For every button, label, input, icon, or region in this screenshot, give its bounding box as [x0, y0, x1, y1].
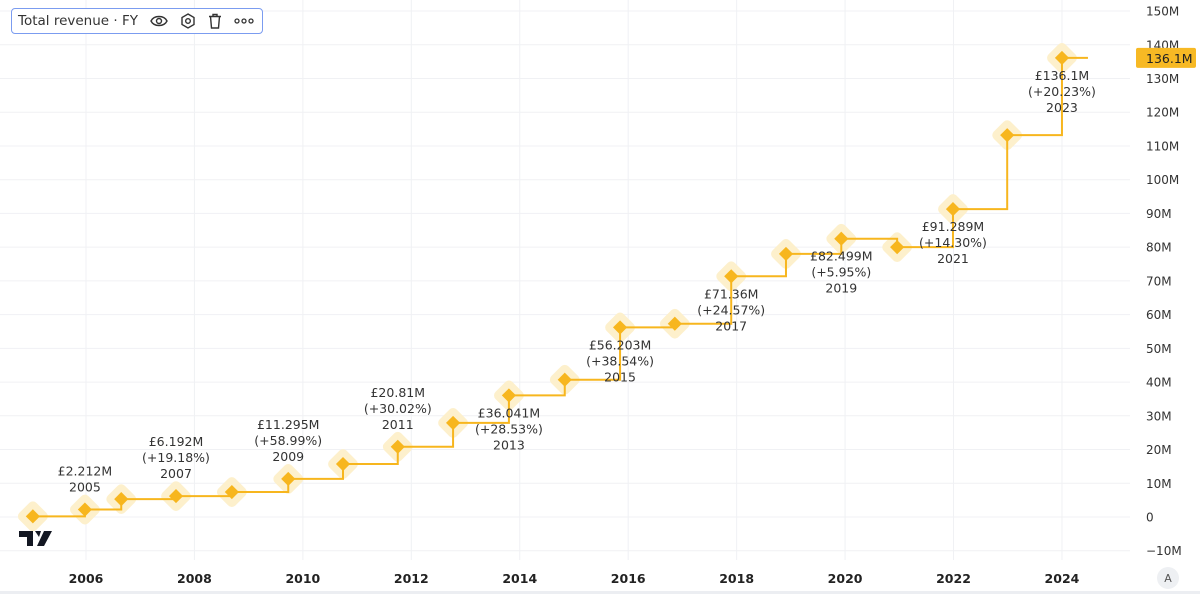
data-label-value: £36.041M — [478, 405, 540, 420]
x-tick-label: 2022 — [936, 571, 971, 586]
settings-icon[interactable] — [180, 13, 196, 29]
data-point — [114, 492, 129, 507]
data-label-value: £20.81M — [370, 385, 425, 400]
data-label-value: £82.499M — [810, 249, 872, 264]
data-point — [834, 231, 849, 246]
y-tick-label: 150M — [1146, 5, 1179, 19]
data-label-change: (+19.18%) — [142, 450, 210, 465]
auto-scale-button[interactable]: A — [1157, 567, 1179, 589]
data-label-value: £11.295M — [257, 417, 319, 432]
data-point — [778, 246, 794, 261]
eye-icon[interactable] — [150, 14, 168, 28]
data-label-year: 2009 — [272, 449, 304, 464]
data-point — [557, 372, 572, 387]
data-point — [1054, 50, 1070, 66]
data-label-year: 2023 — [1046, 100, 1078, 115]
x-tick-label: 2014 — [502, 571, 537, 586]
data-label-change: (+28.53%) — [475, 421, 543, 436]
x-tick-label: 2008 — [177, 571, 212, 586]
data-point — [281, 471, 296, 486]
data-label-year: 2017 — [715, 318, 747, 333]
data-label-year: 2021 — [937, 251, 969, 266]
y-tick-label: 120M — [1146, 106, 1179, 120]
data-label-change: (+58.99%) — [254, 433, 322, 448]
y-tick-label: 60M — [1146, 308, 1172, 322]
data-label-year: 2007 — [160, 466, 192, 481]
trash-icon[interactable] — [208, 13, 222, 29]
x-tick-label: 2018 — [719, 571, 754, 586]
data-label-value: £56.203M — [589, 337, 651, 352]
x-tick-label: 2024 — [1045, 571, 1080, 586]
x-tick-label: 2006 — [69, 571, 104, 586]
y-tick-label: 50M — [1146, 342, 1172, 356]
y-tick-label: 20M — [1146, 443, 1172, 457]
data-point — [335, 456, 351, 472]
revenue-step-line — [32, 56, 1088, 518]
data-label-change: (+20.23%) — [1028, 84, 1096, 99]
data-point — [667, 316, 682, 331]
data-label-value: £6.192M — [149, 434, 204, 449]
y-tick-label: −10M — [1146, 544, 1182, 558]
y-tick-label: 100M — [1146, 173, 1179, 187]
data-label-change: (+38.54%) — [586, 353, 654, 368]
tradingview-logo-icon — [19, 531, 52, 546]
legend-title: Total revenue · FY — [18, 13, 138, 29]
data-point — [168, 489, 184, 504]
data-point — [890, 240, 905, 255]
x-tick-label: 2016 — [611, 571, 646, 586]
data-label-year: 2011 — [382, 417, 414, 432]
data-label-change: (+24.57%) — [697, 302, 765, 317]
data-point — [724, 269, 739, 284]
data-label-value: £71.36M — [704, 286, 759, 301]
y-tick-label: 110M — [1146, 139, 1179, 153]
data-point — [390, 439, 405, 454]
more-icon[interactable] — [234, 17, 254, 25]
bottom-border — [0, 591, 1200, 594]
y-tick-label: 130M — [1146, 72, 1179, 86]
data-label-change: (+14.30%) — [919, 235, 987, 250]
data-label-value: £91.289M — [922, 219, 984, 234]
data-label-change: (+5.95%) — [811, 265, 871, 280]
y-tick-label: 70M — [1146, 274, 1172, 288]
data-label-change: (+30.02%) — [364, 401, 432, 416]
data-point — [445, 415, 461, 430]
y-tick-label: 10M — [1146, 477, 1172, 491]
last-value-label: 136.1M — [1146, 51, 1193, 66]
data-point — [224, 484, 239, 500]
x-tick-label: 2020 — [828, 571, 863, 586]
data-label-year: 2015 — [604, 369, 636, 384]
y-tick-label: 40M — [1146, 376, 1172, 390]
data-point — [612, 320, 628, 335]
data-point — [1000, 128, 1015, 143]
x-tick-label: 2012 — [394, 571, 429, 586]
y-tick-label: 90M — [1146, 207, 1172, 221]
data-label-year: 2019 — [825, 281, 857, 296]
y-tick-label: 0 — [1146, 511, 1154, 525]
data-point — [945, 202, 961, 217]
data-point — [501, 388, 516, 403]
series-legend[interactable]: Total revenue · FY — [11, 8, 263, 34]
y-tick-label: 30M — [1146, 409, 1172, 423]
last-value-tag — [1136, 47, 1196, 68]
data-label-value: £2.212M — [58, 464, 113, 479]
x-tick-label: 2010 — [285, 571, 320, 586]
data-label-year: 2013 — [493, 437, 525, 452]
y-tick-label: 80M — [1146, 241, 1172, 255]
data-label-year: 2005 — [69, 480, 101, 495]
data-label-value: £136.1M — [1035, 68, 1090, 83]
